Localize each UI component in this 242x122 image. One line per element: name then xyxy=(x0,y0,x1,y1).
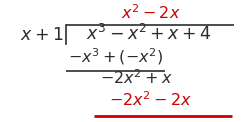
Text: $x+1$: $x+1$ xyxy=(20,26,64,44)
Text: $-x^3 + (-x^2)$: $-x^3 + (-x^2)$ xyxy=(68,46,163,67)
Text: $-2x^2 - 2x$: $-2x^2 - 2x$ xyxy=(109,90,192,109)
Text: $-2x^2 + x$: $-2x^2 + x$ xyxy=(100,68,172,87)
Text: $x^2 - 2x$: $x^2 - 2x$ xyxy=(121,3,181,22)
Text: $x^3 - x^2 + x + 4$: $x^3 - x^2 + x + 4$ xyxy=(86,24,211,44)
